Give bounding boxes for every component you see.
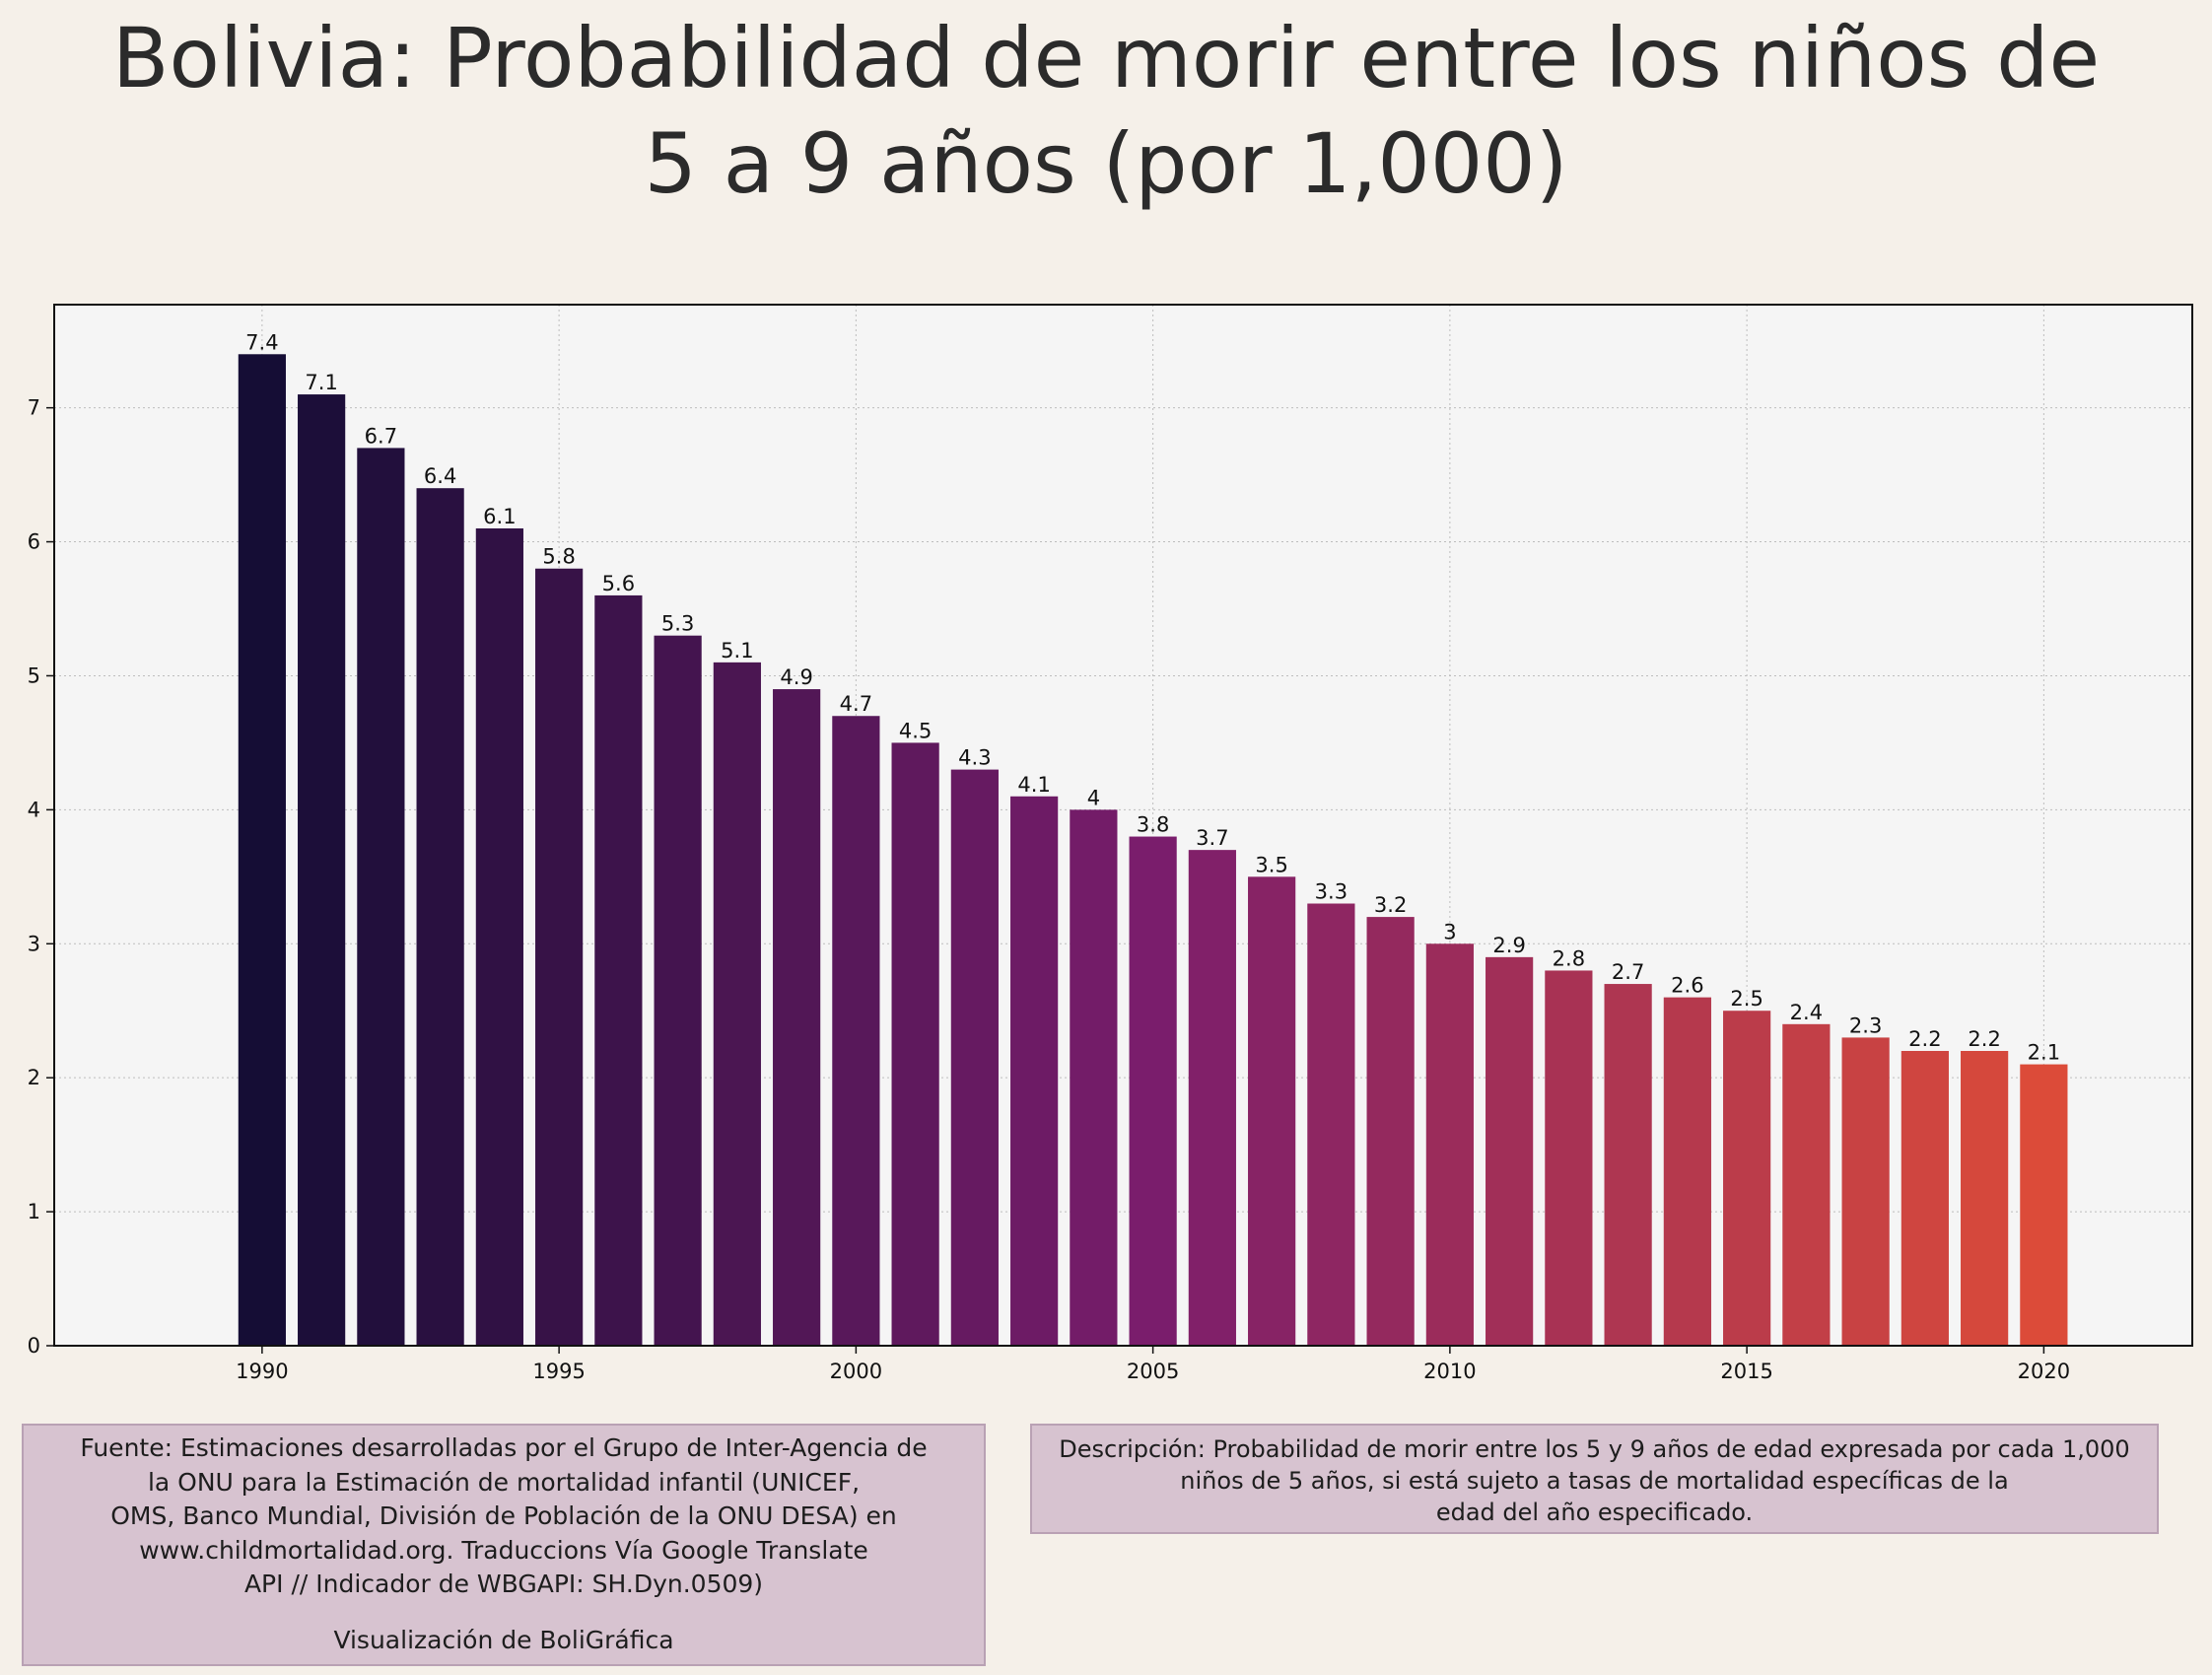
bar xyxy=(298,394,346,1346)
y-tick-label: 6 xyxy=(28,530,40,554)
bar xyxy=(357,448,405,1346)
source-line: OMS, Banco Mundial, División de Població… xyxy=(110,1501,897,1530)
bar xyxy=(2020,1064,2068,1346)
bar-value-label: 2.4 xyxy=(1790,1001,1823,1024)
x-tick-label: 2010 xyxy=(1423,1360,1476,1383)
bar-value-label: 2.9 xyxy=(1492,934,1525,957)
x-tick-label: 2015 xyxy=(1720,1360,1772,1383)
source-line: Fuente: Estimaciones desarrolladas por e… xyxy=(80,1433,928,1462)
bar-value-label: 4 xyxy=(1087,786,1100,809)
description-box: Descripción: Probabilidad de morir entre… xyxy=(1030,1424,2159,1534)
bar xyxy=(1307,903,1355,1346)
bar-value-label: 5.1 xyxy=(721,639,753,663)
x-tick-label: 1995 xyxy=(532,1360,585,1383)
description-line: niños de 5 años, si está sujeto a tasas … xyxy=(1180,1467,2009,1495)
bar-value-label: 2.5 xyxy=(1730,987,1763,1011)
bar xyxy=(950,769,999,1346)
bar xyxy=(1188,850,1236,1346)
bar xyxy=(1248,876,1296,1346)
source-line: la ONU para la Estimación de mortalidad … xyxy=(147,1467,861,1497)
bar-value-label: 6.1 xyxy=(483,505,516,528)
bar-value-label: 2.7 xyxy=(1612,960,1644,984)
bar xyxy=(1663,997,1711,1346)
bar xyxy=(1961,1051,2009,1346)
bar xyxy=(535,568,584,1346)
bar-value-label: 7.4 xyxy=(245,330,278,354)
bar-value-label: 3.5 xyxy=(1255,853,1287,876)
bar xyxy=(1366,917,1415,1346)
bar xyxy=(416,488,464,1346)
y-tick-label: 0 xyxy=(28,1334,40,1358)
bar xyxy=(891,742,939,1346)
bar-value-label: 3.7 xyxy=(1196,826,1228,850)
bar xyxy=(713,662,761,1346)
bar xyxy=(1010,796,1059,1346)
y-tick-label: 4 xyxy=(28,798,40,821)
source-line: www.childmortalidad.org. Traduccions Vía… xyxy=(139,1535,868,1565)
description-line: Descripción: Probabilidad de morir entre… xyxy=(1059,1435,2130,1463)
bar xyxy=(1841,1037,1890,1346)
bar xyxy=(1070,809,1118,1346)
bar-value-label: 6.4 xyxy=(424,464,456,488)
chart-title-line-2: 5 a 9 años (por 1,000) xyxy=(644,115,1568,212)
bar-value-label: 2.3 xyxy=(1849,1013,1882,1037)
y-tick-label: 3 xyxy=(28,932,40,955)
bar xyxy=(1723,1011,1771,1346)
bar-chart: 7.4 7.1 6.7 6.4 6.1 5.8 5.6 5.3 5.1 4.9 4.7 4.5 4.3 4… xyxy=(28,304,2193,1383)
bar-value-label: 2.2 xyxy=(1968,1027,2000,1051)
y-tick-label: 1 xyxy=(28,1200,40,1223)
bar xyxy=(1604,984,1652,1346)
bar-value-label: 5.3 xyxy=(661,612,694,636)
bar-value-label: 7.1 xyxy=(305,371,337,394)
bar-value-label: 4.7 xyxy=(840,692,872,716)
y-tick-label: 5 xyxy=(28,663,40,687)
bar-value-label: 4.9 xyxy=(780,665,812,689)
y-tick-label: 7 xyxy=(28,396,40,420)
bar xyxy=(238,354,286,1346)
chart-title-line-1: Bolivia: Probabilidad de morir entre los… xyxy=(111,10,2101,106)
bar-value-label: 4.1 xyxy=(1017,773,1050,797)
bar xyxy=(1129,836,1177,1346)
bar-value-label: 6.7 xyxy=(365,424,397,448)
bar-value-label: 5.8 xyxy=(542,545,575,569)
bar xyxy=(832,716,880,1346)
source-box: Fuente: Estimaciones desarrolladas por e… xyxy=(22,1424,986,1666)
bar-value-label: 4.3 xyxy=(958,746,991,770)
bar-value-label: 2.1 xyxy=(2028,1041,2060,1065)
plot-frame xyxy=(53,304,2193,1347)
bar xyxy=(1901,1051,1949,1346)
credit-text: Visualización de BoliGráfica xyxy=(333,1625,674,1654)
description-line: edad del año especificado. xyxy=(1435,1499,1754,1526)
x-tick-label: 1990 xyxy=(236,1360,288,1383)
bar xyxy=(594,594,643,1346)
source-line: API // Indicador de WBGAPI: SH.Dyn.0509) xyxy=(243,1570,764,1598)
bar xyxy=(773,689,821,1346)
bar-value-label: 2.8 xyxy=(1553,946,1585,970)
bar-value-label: 4.5 xyxy=(899,719,932,742)
chart-title: Bolivia: Probabilidad de morir entre los… xyxy=(0,6,2212,217)
bar xyxy=(1545,970,1593,1346)
x-tick-label: 2020 xyxy=(2018,1360,2070,1383)
x-tick-label: 2000 xyxy=(830,1360,882,1383)
bar-value-label: 3.8 xyxy=(1137,813,1169,837)
y-tick-label: 2 xyxy=(28,1066,40,1089)
bar xyxy=(654,635,702,1346)
bar-value-label: 5.6 xyxy=(602,572,635,595)
bar xyxy=(475,527,523,1346)
bar-value-label: 2.6 xyxy=(1671,974,1703,998)
bar xyxy=(1486,956,1534,1346)
x-tick-label: 2005 xyxy=(1127,1360,1179,1383)
bar-value-label: 2.2 xyxy=(1908,1027,1941,1051)
bar-value-label: 3 xyxy=(1443,920,1456,943)
bar-value-label: 3.2 xyxy=(1374,893,1407,917)
bar xyxy=(1425,943,1474,1346)
plot-area xyxy=(54,305,2192,1346)
bar xyxy=(1782,1023,1831,1346)
bar-value-label: 3.3 xyxy=(1315,880,1348,904)
